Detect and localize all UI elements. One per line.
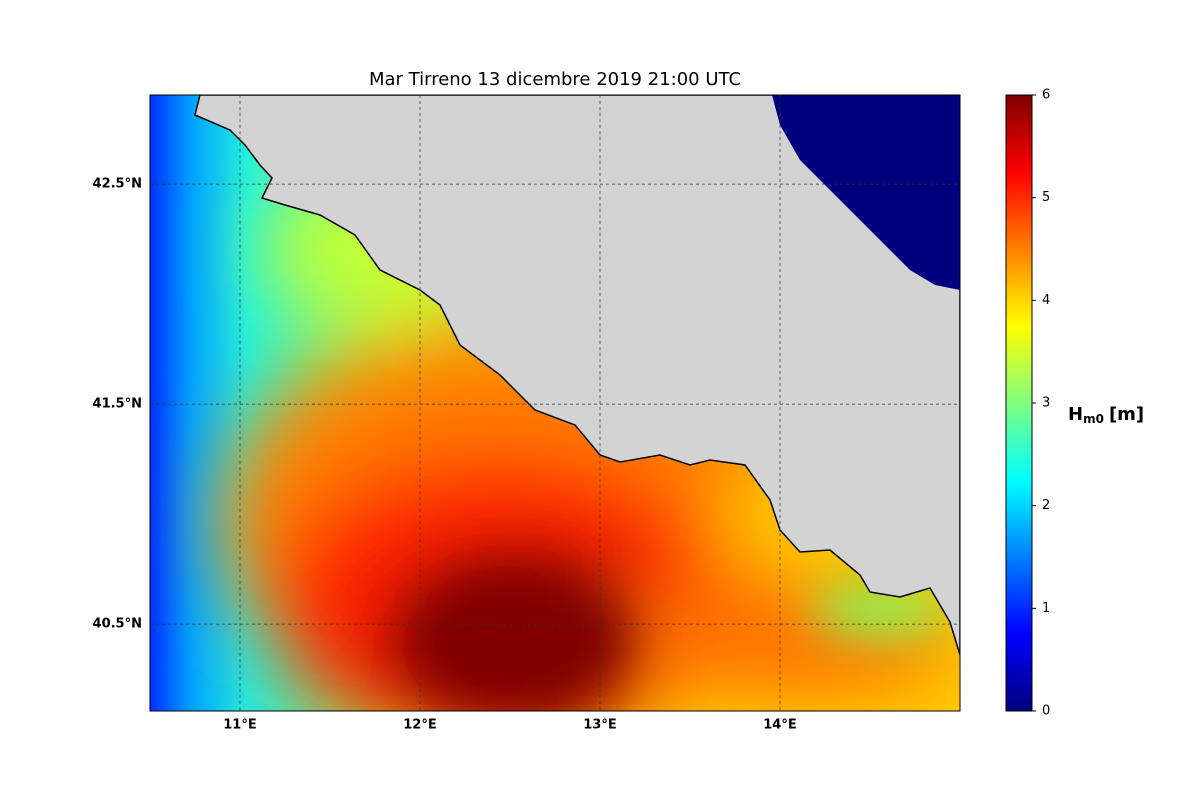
colorbar-tick-label: 3 [1042, 396, 1050, 411]
x-tick-label: 12°E [403, 718, 436, 733]
colorbar-tick-label: 6 [1042, 88, 1050, 103]
map-title: Mar Tirreno 13 dicembre 2019 21:00 UTC [369, 69, 741, 90]
colorbar [1005, 94, 1033, 712]
y-tick-label: 41.5°N [93, 397, 142, 412]
colorbar-label: Hm0 [m] [1068, 404, 1144, 426]
y-tick-label: 40.5°N [93, 617, 142, 632]
map-frame [149, 94, 961, 712]
colorbar-tick-label: 0 [1042, 704, 1050, 719]
y-tick-label: 42.5°N [93, 177, 142, 192]
wave-field [150, 95, 960, 711]
colorbar-tick-label: 5 [1042, 190, 1050, 205]
colorbar-tick-label: 1 [1042, 601, 1050, 616]
x-tick-label: 14°E [763, 718, 796, 733]
colorbar-tick-label: 4 [1042, 293, 1050, 308]
x-tick-label: 11°E [223, 718, 256, 733]
colorbar-tick-label: 2 [1042, 498, 1050, 513]
x-tick-label: 13°E [583, 718, 616, 733]
